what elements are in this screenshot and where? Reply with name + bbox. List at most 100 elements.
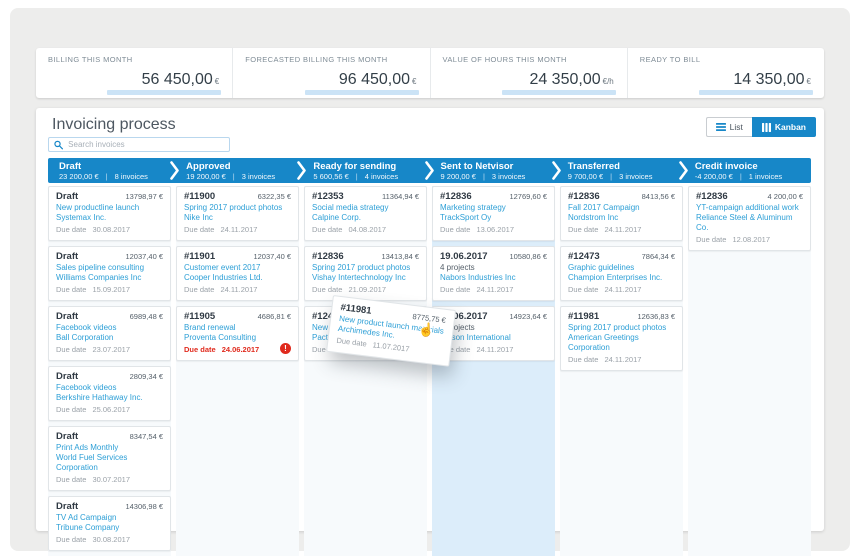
invoice-card-link[interactable]: TrackSport Oy — [440, 213, 492, 222]
due-date-label: Due date — [440, 285, 471, 294]
metric-card: READY TO BILL 14 350,00 € — [628, 48, 824, 98]
invoice-card[interactable]: #11900 6322,35 € Spring 2017 product photo… — [176, 186, 299, 241]
due-date-label: Due date — [56, 475, 87, 484]
invoice-card-link[interactable]: Nordstrom Inc — [568, 213, 619, 222]
invoice-card-link[interactable]: Spring 2017 product photos — [568, 323, 667, 332]
invoice-card[interactable]: #12836 4 200,00 € YT-campaign additional w… — [688, 186, 811, 251]
invoice-card-link[interactable]: Systemax Inc. — [56, 213, 107, 222]
kanban-view-button[interactable]: Kanban — [751, 117, 816, 137]
invoice-card-link[interactable]: YT-campaign additional work — [696, 203, 799, 212]
invoice-card-link[interactable]: Reliance Steel & Aluminum Co. — [696, 213, 793, 232]
invoice-card-link[interactable]: TV Ad Campaign — [56, 513, 117, 522]
invoice-card[interactable]: Draft 8347,54 € Print Ads Monthly World Fue… — [48, 426, 171, 491]
due-date-value: 24.11.2017 — [476, 345, 514, 354]
kanban-column-sent-to-netvisor: #12836 12769,60 € Marketing strategy TrackS… — [432, 186, 555, 556]
list-icon — [715, 123, 726, 131]
invoice-card[interactable]: #11981 12636,83 € Spring 2017 product phot… — [560, 306, 683, 371]
invoice-card-link[interactable]: World Fuel Services Corporation — [56, 453, 128, 472]
invoice-card-link[interactable]: Cooper Industries Ltd. — [184, 273, 263, 282]
invoice-card-link[interactable]: Berkshire Hathaway Inc. — [56, 393, 143, 402]
invoice-card[interactable]: #12836 12769,60 € Marketing strategy TrackS… — [432, 186, 555, 241]
invoice-card[interactable]: Draft 2809,34 € Facebook videos Berkshire H… — [48, 366, 171, 421]
due-date-label: Due date — [312, 225, 343, 234]
kanban-column-credit-invoice: #12836 4 200,00 € YT-campaign additional w… — [688, 186, 811, 556]
invoice-card[interactable]: Draft 14306,98 € TV Ad Campaign Tribune Com… — [48, 496, 171, 551]
invoice-card-link[interactable]: Marketing strategy — [440, 203, 506, 212]
invoice-card-link[interactable]: Ball Corporation — [56, 333, 114, 342]
due-date-label: Due date — [56, 405, 87, 414]
invoice-card-link[interactable]: Nabors Industries Inc — [440, 273, 516, 282]
invoice-card-link[interactable]: Nike Inc — [184, 213, 213, 222]
invoice-card-link[interactable]: Facebook videos — [56, 323, 117, 332]
invoice-card-link[interactable]: Spring 2017 product photos — [312, 263, 411, 272]
invoice-card-link[interactable]: Customer event 2017 — [184, 263, 261, 272]
invoice-card-link[interactable]: Calpine Corp. — [312, 213, 361, 222]
invoice-card[interactable]: #12836 13413,84 € Spring 2017 product phot… — [304, 246, 427, 301]
due-date-value: 24.11.2017 — [476, 285, 514, 294]
column-header-ready-for-sending: Ready for sending 5 600,56 € | 4 invoices — [297, 158, 429, 183]
column-name: Approved — [186, 161, 231, 172]
metric-unit: € — [412, 77, 417, 86]
invoice-card-amount: 8347,54 € — [129, 432, 163, 441]
page-title: Invoicing process — [52, 116, 176, 133]
invoice-card-title: Draft — [56, 191, 79, 202]
due-date-value: 24.11.2017 — [604, 355, 642, 364]
invoice-card-link[interactable]: Social media strategy — [312, 203, 389, 212]
invoice-card-link[interactable]: Brand renewal — [184, 323, 236, 332]
invoice-card-link[interactable]: Print Ads Monthly — [56, 443, 119, 452]
due-date-label: Due date — [184, 345, 216, 354]
page-background: BILLING THIS MONTH 56 450,00 € FORECASTED B… — [10, 8, 850, 556]
invoice-card-link[interactable]: Edison International — [440, 333, 511, 342]
column-meta: 19 200,00 € | 3 invoices — [186, 172, 302, 181]
metric-progress-bar — [699, 90, 813, 95]
invoice-card-link[interactable]: Graphic guidelines — [568, 263, 635, 272]
invoice-card[interactable]: Draft 6989,48 € Facebook videos Ball Corpor… — [48, 306, 171, 361]
search-box[interactable] — [48, 137, 230, 152]
invoice-card-link[interactable]: Facebook videos — [56, 383, 117, 392]
kanban-column-transferred: #12836 8413,56 € Fall 2017 Campaign Nordstr… — [560, 186, 683, 556]
due-date: Due date 24.11.2017 — [568, 225, 675, 235]
invoice-card[interactable]: #12473 7864,34 € Graphic guidelines Champio… — [560, 246, 683, 301]
invoice-card-amount: 7864,34 € — [641, 252, 675, 261]
invoice-card-title: #12836 — [568, 191, 600, 202]
invoice-card-link[interactable]: Proventa Consulting — [184, 333, 257, 342]
invoice-card-header: #12836 13413,84 € — [312, 251, 419, 263]
invoice-card-title: Draft — [56, 251, 79, 262]
due-date-value: 21.09.2017 — [348, 285, 386, 294]
metric-label: VALUE OF HOURS THIS MONTH — [442, 55, 567, 64]
invoice-card[interactable]: #11905 4686,81 € Brand renewal Proventa Con… — [176, 306, 299, 361]
invoice-card-link[interactable]: Williams Companies Inc — [56, 273, 142, 282]
invoice-card-link[interactable]: Fall 2017 Campaign — [568, 203, 640, 212]
invoice-card-link[interactable]: American Greetings Corporation — [568, 333, 639, 352]
invoice-card[interactable]: Draft 12037,40 € Sales pipeline consulting… — [48, 246, 171, 301]
invoice-card-link[interactable]: New productline launch — [56, 203, 140, 212]
due-date-label: Due date — [696, 235, 727, 244]
metric-progress-bar — [304, 90, 419, 95]
column-total: 23 200,00 € — [59, 172, 99, 181]
invoice-card-title: Draft — [56, 311, 79, 322]
invoice-card-header: Draft 14306,98 € — [56, 501, 163, 513]
invoice-card[interactable]: #11901 12037,40 € Customer event 2017 Coope… — [176, 246, 299, 301]
invoice-card-link[interactable]: Sales pipeline consulting — [56, 263, 145, 272]
column-name: Sent to Netvisor — [440, 161, 514, 172]
invoice-card[interactable]: #12836 8413,56 € Fall 2017 Campaign Nordstr… — [560, 186, 683, 241]
invoice-card[interactable]: Draft 13798,97 € New productline launch Sys… — [48, 186, 171, 241]
kanban-view-label: Kanban — [774, 122, 806, 132]
invoice-card-link[interactable]: Spring 2017 product photos — [184, 203, 283, 212]
search-input[interactable] — [68, 140, 224, 149]
due-date: Due date 12.08.2017 — [696, 235, 803, 245]
invoice-card-title: 19.06.2017 — [440, 251, 488, 262]
due-date: Due date 24.11.2017 — [440, 285, 547, 295]
due-date-value: 30.08.2017 — [92, 225, 130, 234]
invoice-card[interactable]: #12353 11364,94 € Social media strategy Cal… — [304, 186, 427, 241]
metrics-bar: BILLING THIS MONTH 56 450,00 € FORECASTED B… — [36, 48, 824, 98]
list-view-button[interactable]: List — [705, 117, 752, 137]
invoice-card-link[interactable]: Vishay Intertechnology Inc — [312, 273, 406, 282]
invoice-card-link[interactable]: Tribune Company — [56, 523, 120, 532]
invoice-card-header: Draft 12037,40 € — [56, 251, 163, 263]
column-total: 19 200,00 € — [186, 172, 226, 181]
column-invoice-count: 4 invoices — [364, 172, 399, 181]
due-date: Due date 21.09.2017 — [312, 285, 419, 295]
invoice-card-link[interactable]: Champion Enterprises Inc. — [568, 273, 663, 282]
invoice-card[interactable]: 19.06.2017 10580,86 € 4 projects Nabors Ind… — [432, 246, 555, 301]
